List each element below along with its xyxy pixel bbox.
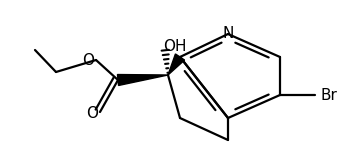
Polygon shape xyxy=(168,54,185,75)
Text: Br: Br xyxy=(321,87,337,102)
Text: N: N xyxy=(222,26,234,41)
Text: OH: OH xyxy=(163,39,187,53)
Text: O: O xyxy=(86,107,98,122)
Polygon shape xyxy=(118,75,168,85)
Text: O: O xyxy=(82,52,94,68)
